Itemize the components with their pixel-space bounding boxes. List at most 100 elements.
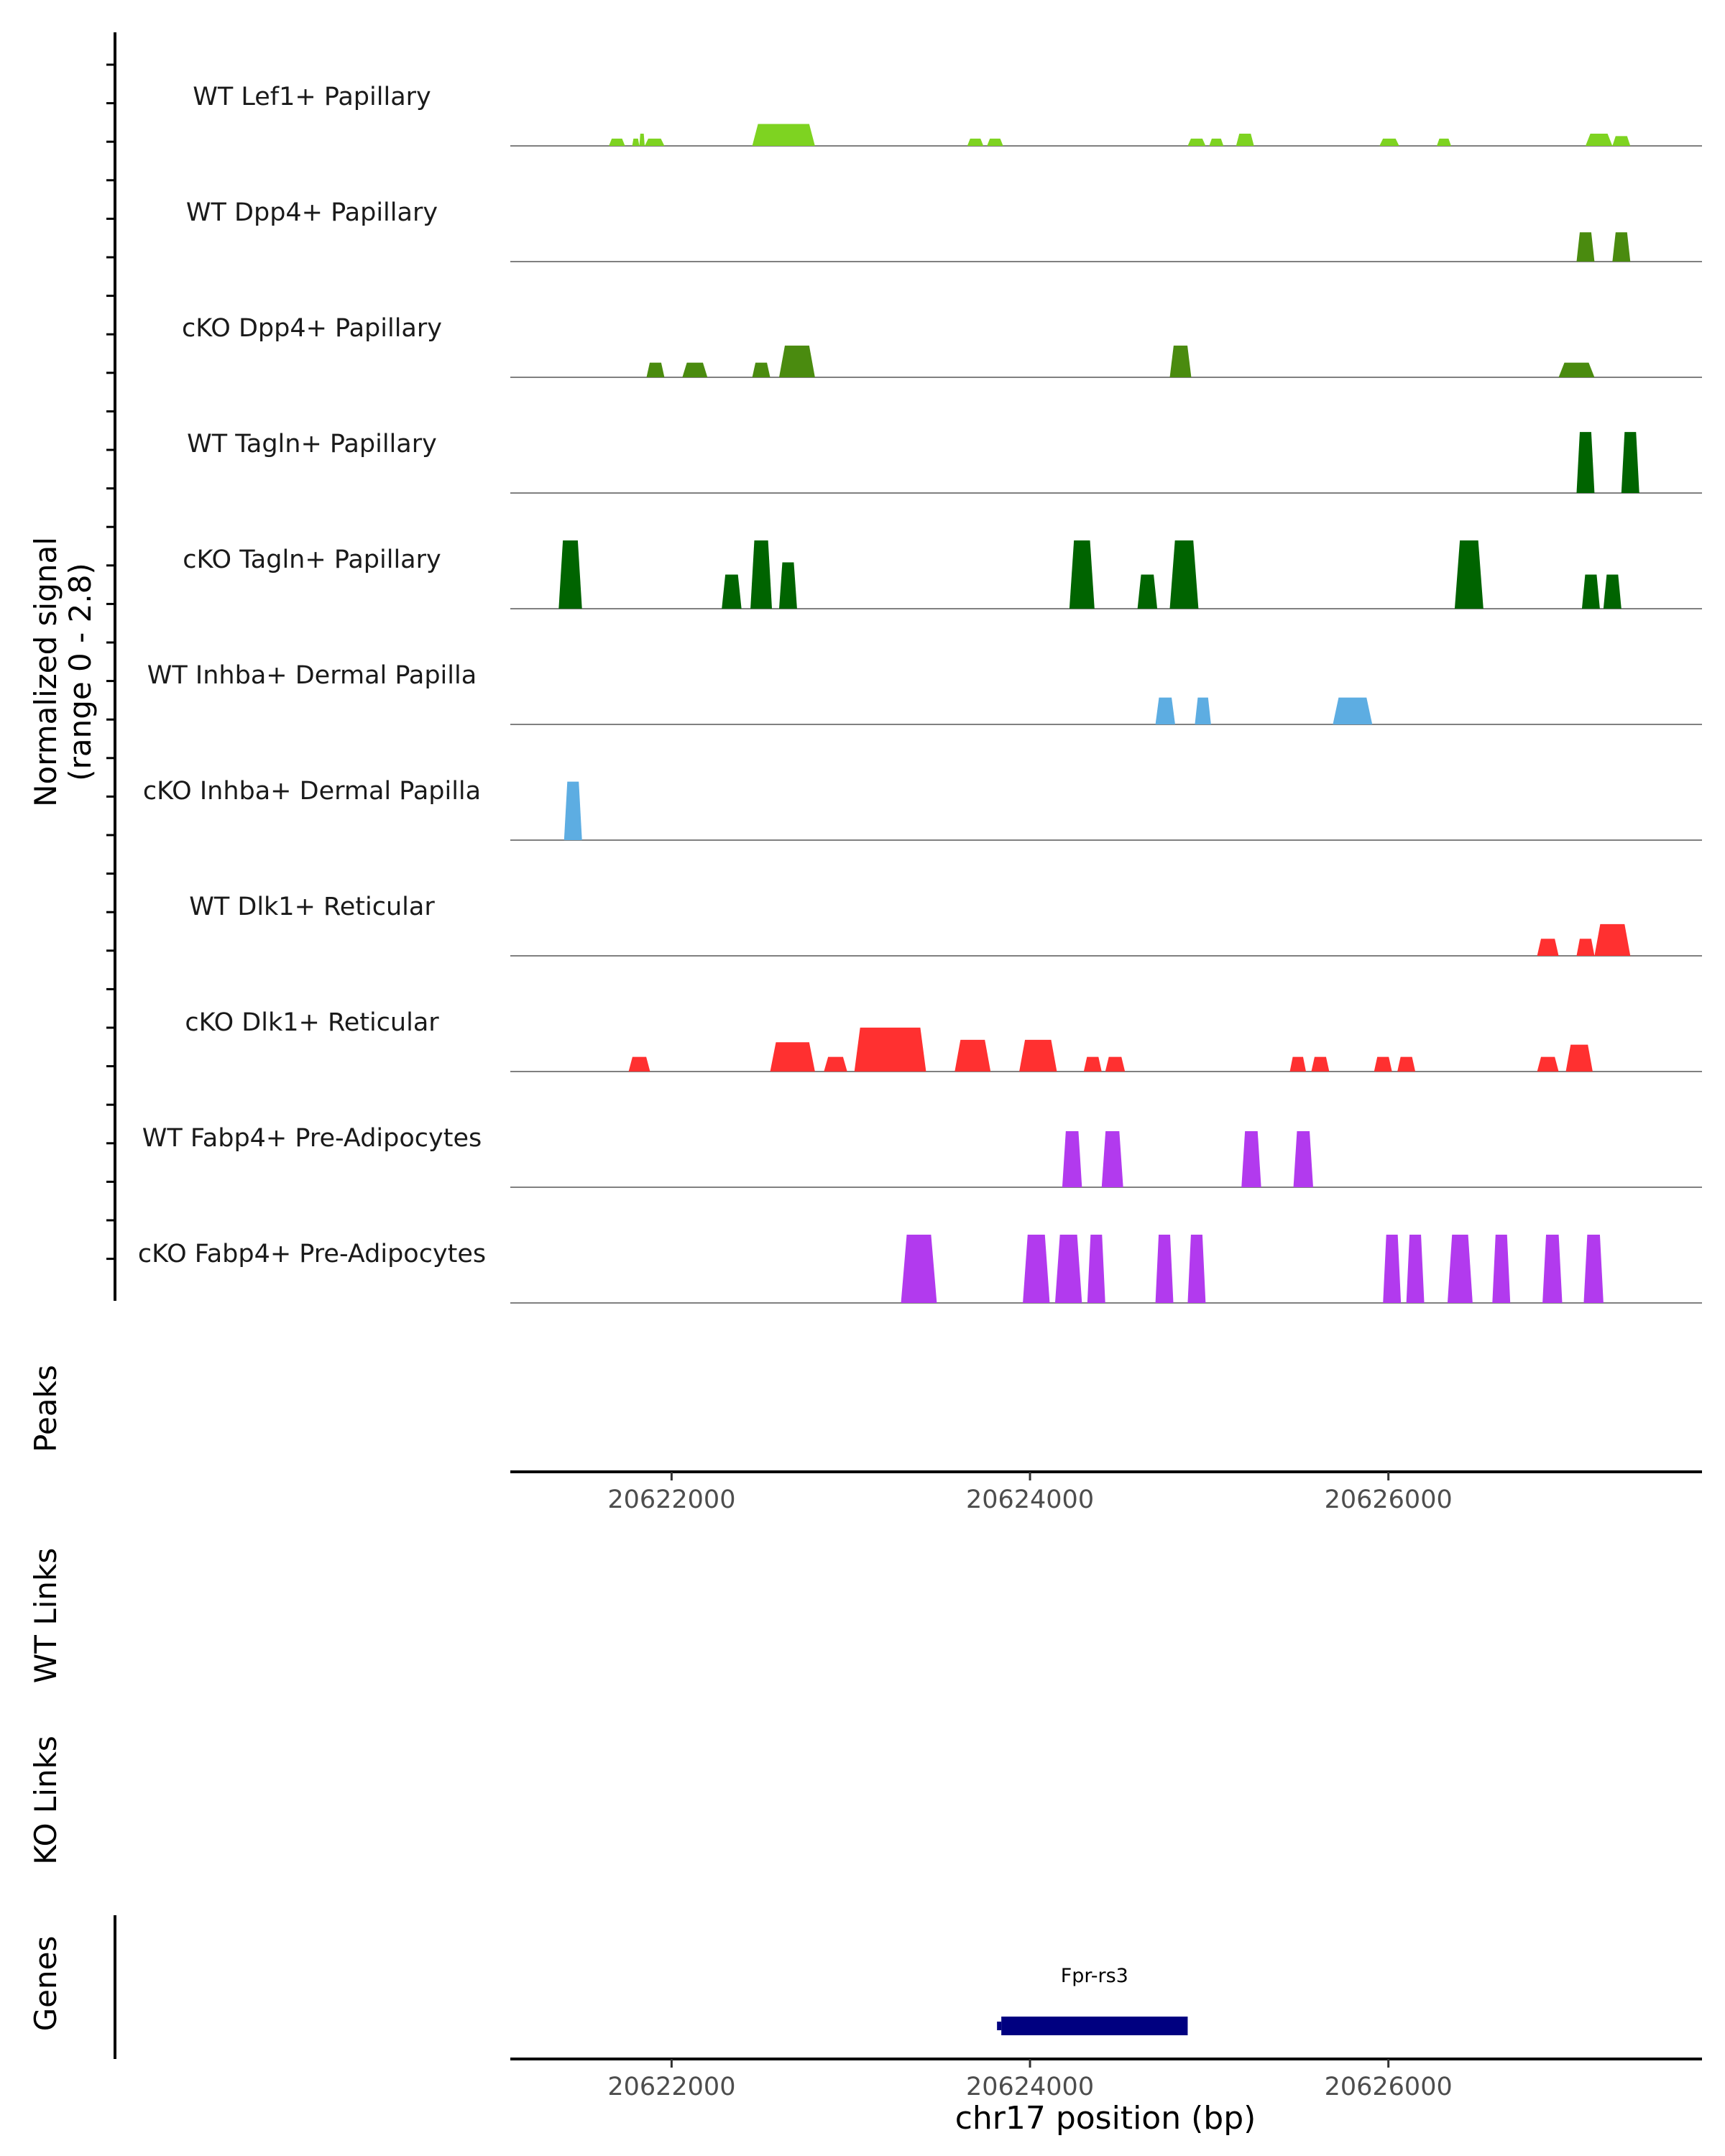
- signal-peak: [1603, 574, 1622, 609]
- gene-models: Fpr-rs3: [997, 1965, 1188, 2035]
- signal-y-ticks: [106, 63, 115, 1261]
- signal-peak: [1101, 1130, 1123, 1187]
- signal-peak: [609, 138, 625, 146]
- signal-peak: [1195, 697, 1211, 724]
- signal-peak: [1379, 138, 1399, 146]
- signal-peak: [1241, 1130, 1261, 1187]
- signal-peak: [1087, 1235, 1105, 1303]
- signal-peak: [967, 138, 984, 146]
- signal-ylabel-line1: Normalized signal: [28, 537, 63, 807]
- peaks-panel-label: Peaks: [28, 1365, 63, 1452]
- signal-peak: [1187, 1235, 1206, 1303]
- wt-links-panel-label: WT Links: [28, 1548, 63, 1683]
- signal-peak: [1155, 1235, 1174, 1303]
- signal-peak: [628, 1056, 650, 1072]
- signal-ylabel-line2: (range 0 - 2.8): [63, 563, 98, 781]
- signal-peak: [1383, 1235, 1402, 1303]
- x-tick-label: 20622000: [607, 2073, 735, 2101]
- signal-peak: [1187, 138, 1206, 146]
- signal-peak: [1437, 138, 1451, 146]
- track-4: WT Tagln+ Papillary: [187, 430, 1702, 494]
- signal-peak: [1558, 362, 1595, 377]
- signal-peak: [1023, 1235, 1050, 1303]
- signal-peak: [1019, 1039, 1057, 1072]
- track-11: cKO Fabp4+ Pre-Adipocytes: [138, 1235, 1702, 1304]
- signal-peak: [1155, 697, 1175, 724]
- signal-peak: [1289, 1056, 1306, 1072]
- signal-peak: [722, 574, 742, 609]
- signal-peak: [1397, 1056, 1416, 1072]
- signal-peak: [778, 345, 815, 377]
- x-tick-label: 20624000: [966, 1485, 1094, 1514]
- track-9: cKO Dlk1+ Reticular: [185, 1008, 1702, 1072]
- signal-peak: [1209, 138, 1224, 146]
- track-6: WT Inhba+ Dermal Papilla: [147, 661, 1702, 725]
- coverage-tracks: WT Lef1+ Papillary WT Dpp4+ Papillary cKO …: [138, 83, 1702, 1304]
- signal-peak: [987, 138, 1003, 146]
- x-tick-label: 20626000: [1325, 2073, 1453, 2101]
- signal-peak: [954, 1039, 991, 1072]
- signal-peak: [1576, 232, 1595, 262]
- signal-peak: [1069, 540, 1095, 609]
- signal-peak: [1169, 345, 1192, 377]
- genes-x-ticks: 20622000 20624000 20626000: [607, 2059, 1453, 2101]
- peaks-x-ticks: 20622000 20624000 20626000: [607, 1472, 1453, 1514]
- signal-peak: [1406, 1235, 1425, 1303]
- signal-peak: [1621, 432, 1639, 493]
- signal-peak: [1583, 1235, 1604, 1303]
- signal-peak: [1105, 1056, 1126, 1072]
- signal-peak: [1585, 134, 1613, 146]
- x-tick-label: 20624000: [966, 2073, 1094, 2101]
- track-label: WT Tagln+ Papillary: [187, 430, 437, 459]
- signal-peak: [1537, 939, 1559, 956]
- signal-peak: [1542, 1235, 1563, 1303]
- signal-peak: [1062, 1130, 1082, 1187]
- signal-peak: [1492, 1235, 1511, 1303]
- track-label: cKO Inhba+ Dermal Papilla: [143, 777, 481, 806]
- track-label: cKO Dlk1+ Reticular: [185, 1008, 439, 1037]
- signal-peak: [1576, 939, 1595, 956]
- signal-peak: [1612, 136, 1631, 146]
- x-tick-label: 20622000: [607, 1485, 735, 1514]
- signal-peak: [564, 781, 582, 840]
- track-label: cKO Fabp4+ Pre-Adipocytes: [138, 1240, 486, 1268]
- signal-peak: [682, 362, 708, 377]
- signal-peak: [1236, 134, 1254, 146]
- signal-peak: [632, 138, 640, 146]
- track-2: WT Dpp4+ Papillary: [186, 198, 1702, 262]
- signal-peak: [1581, 574, 1600, 609]
- signal-peak: [558, 540, 582, 609]
- x-axis-title: chr17 position (bp): [955, 2100, 1256, 2137]
- signal-peak: [778, 562, 797, 609]
- track-label: cKO Dpp4+ Papillary: [182, 314, 442, 343]
- signal-peak: [1537, 1056, 1559, 1072]
- signal-peak: [639, 134, 645, 146]
- gene-body: [1001, 2017, 1188, 2035]
- signal-peak: [1054, 1235, 1082, 1303]
- signal-peak: [854, 1027, 926, 1072]
- signal-peak: [1454, 540, 1484, 609]
- signal-peak: [752, 124, 815, 146]
- track-3: cKO Dpp4+ Papillary: [182, 314, 1702, 378]
- genes-panel-label: Genes: [28, 1936, 63, 2032]
- track-7: cKO Inhba+ Dermal Papilla: [143, 777, 1702, 841]
- signal-peak: [901, 1235, 937, 1303]
- signal-peak: [1137, 574, 1158, 609]
- signal-peak: [750, 540, 773, 609]
- track-label: WT Dlk1+ Reticular: [189, 893, 435, 921]
- signal-peak: [1083, 1056, 1102, 1072]
- signal-peak: [1576, 432, 1595, 493]
- signal-peak: [1169, 540, 1199, 609]
- signal-peak: [824, 1056, 847, 1072]
- signal-peak: [1447, 1235, 1473, 1303]
- track-label: WT Inhba+ Dermal Papilla: [147, 661, 477, 690]
- signal-peak: [1333, 697, 1373, 724]
- gene-strand-mark: [997, 2022, 1002, 2030]
- track-label: WT Fabp4+ Pre-Adipocytes: [142, 1124, 482, 1153]
- track-1: WT Lef1+ Papillary: [193, 83, 1702, 147]
- gene-label: Fpr-rs3: [1061, 1965, 1128, 1987]
- signal-peak: [1293, 1130, 1313, 1187]
- signal-peak: [1311, 1056, 1330, 1072]
- ko-links-panel-label: KO Links: [28, 1736, 63, 1865]
